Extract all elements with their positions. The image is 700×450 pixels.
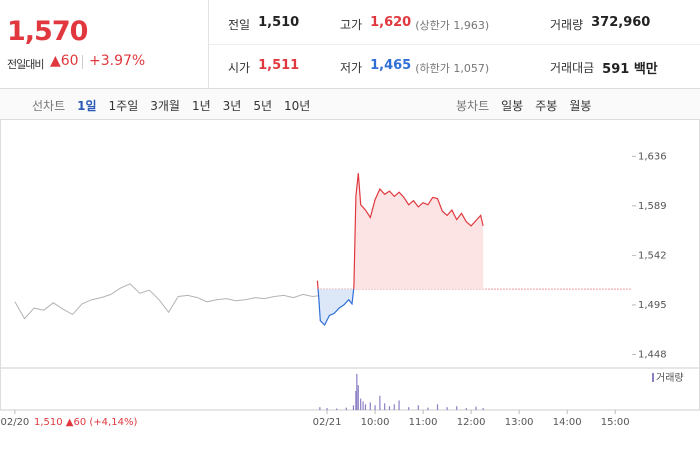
x-tick-label: 14:00	[553, 417, 582, 428]
volume-bar	[374, 405, 376, 410]
volume-bar	[379, 395, 381, 410]
x-tick-label: 02/20	[0, 417, 29, 428]
volume-bar	[388, 406, 391, 410]
row-divider	[209, 44, 700, 45]
legend-label: 거래량	[656, 372, 684, 384]
chart: 1,636 1,589 1,542 1,495 1,448 02/20 02/21 10:00…	[0, 120, 700, 428]
legend-swatch	[652, 373, 654, 382]
summary-value: 591 백만	[602, 62, 658, 77]
volume-bar	[360, 398, 362, 410]
volume-bar	[465, 408, 467, 410]
price: 1,570	[7, 16, 88, 47]
volume-bar	[336, 408, 338, 410]
summary-label: 전일	[228, 18, 251, 32]
candle-tab[interactable]: 월봉	[569, 99, 592, 113]
x-tick-label: 11:00	[409, 417, 438, 428]
x-tick-label: 13:00	[505, 417, 534, 428]
volume-bar	[352, 405, 355, 410]
volume-bar	[446, 407, 448, 410]
y-tick-label: 1,636	[638, 151, 667, 162]
summary-label: 거래량	[550, 18, 584, 32]
volume-bar	[355, 391, 357, 410]
volume-bar	[482, 408, 484, 410]
period-tab[interactable]: 1년	[191, 99, 211, 113]
summary-note: (하한가 1,057)	[415, 62, 490, 75]
summary-value: 1,465	[370, 58, 412, 73]
summary-label: 시가	[228, 61, 251, 75]
summary-label: 고가	[340, 18, 363, 32]
summary-value: 372,960	[591, 15, 651, 30]
x-tick-label: 15:00	[601, 417, 630, 428]
volume-bar	[417, 405, 419, 410]
separator	[82, 55, 83, 69]
x-tick-label: 10:00	[361, 417, 390, 428]
volume-bar	[436, 404, 439, 410]
volume-bar	[384, 403, 386, 410]
summary-label: 저가	[340, 61, 363, 75]
y-tick-label: 1,542	[638, 250, 667, 261]
summary-note: (상한가 1,963)	[415, 19, 490, 32]
quote-box: 1,570 전일대비 ▲60 +3.97%	[0, 0, 209, 88]
volume-bar	[393, 404, 395, 410]
summary-label: 거래대금	[550, 61, 595, 75]
price-line	[14, 283, 323, 320]
volume-bar	[456, 406, 458, 410]
candle-tab[interactable]: 일봉	[501, 99, 524, 113]
y-tick-label: 1,448	[638, 349, 667, 360]
tab-group-label: 봉차트	[456, 99, 490, 113]
volume-bar	[345, 407, 347, 410]
change-label: 전일대비	[7, 58, 44, 71]
x-tick-label: 12:00	[457, 417, 486, 428]
summary-value: 1,510	[258, 15, 300, 30]
candle-tab[interactable]: 주봉	[535, 99, 558, 113]
volume-bar	[475, 406, 477, 410]
period-tab[interactable]: 5년	[253, 99, 273, 113]
volume-bar	[364, 404, 367, 410]
volume-bar	[398, 400, 400, 410]
tab-bar: 선차트 1일 1주일 3개월 1년 3년 5년 10년 봉차트 일봉 주봉 월봉	[0, 89, 700, 120]
volume-bar	[357, 385, 359, 410]
tab-group-label: 선차트	[32, 99, 66, 113]
summary-value: 1,511	[258, 58, 300, 73]
volume-bar	[362, 401, 364, 410]
volume-bar	[356, 373, 358, 410]
volume-bar	[408, 407, 410, 410]
volume-bar	[326, 408, 328, 410]
volume-bar	[319, 407, 321, 410]
period-tab[interactable]: 10년	[284, 99, 311, 113]
period-tab[interactable]: 3개월	[150, 99, 180, 113]
area	[317, 173, 484, 325]
hover-label: 1,510 ▲60 (+4,14%)	[34, 417, 137, 428]
change-pct: +3.97%	[89, 53, 146, 69]
volume-bar	[369, 402, 371, 410]
y-tick-label: 1,495	[638, 300, 667, 311]
price-line	[316, 173, 484, 327]
change: ▲60	[50, 53, 79, 69]
period-tab[interactable]: 1일	[77, 99, 97, 113]
volume-bar	[427, 407, 429, 410]
y-tick-label: 1,589	[638, 201, 667, 212]
header: 1,570 전일대비 ▲60 +3.97% 전일 1,510 고가 1,620 (상한가…	[0, 0, 700, 89]
x-tick-label: 02/21	[313, 417, 342, 428]
summary-value: 1,620	[370, 15, 412, 30]
period-tab[interactable]: 1주일	[108, 99, 139, 113]
period-tab[interactable]: 3년	[222, 99, 242, 113]
